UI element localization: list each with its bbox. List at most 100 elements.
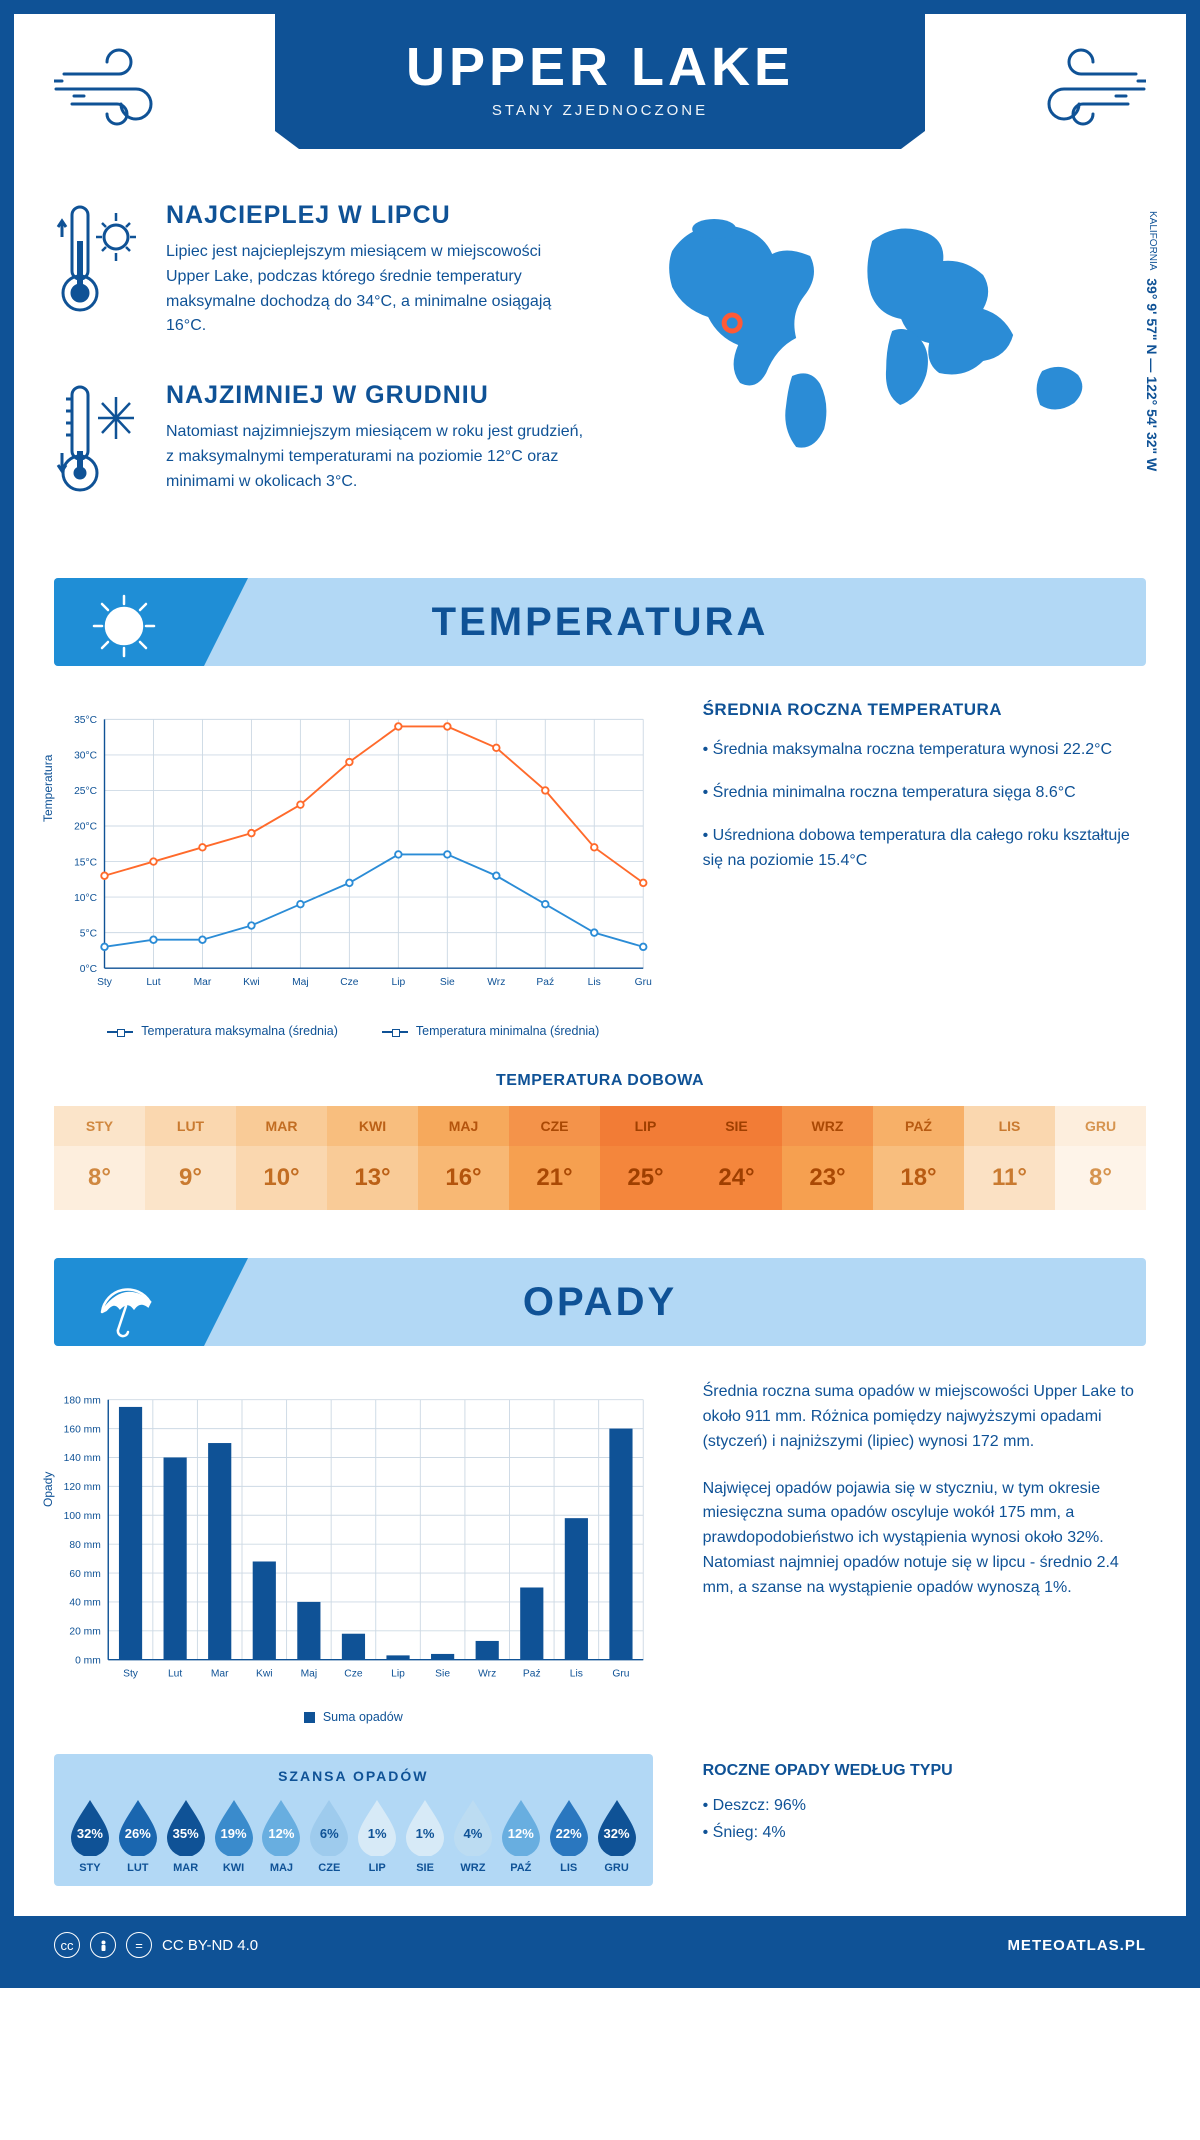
precip-by-type: ROCZNE OPADY WEDŁUG TYPU • Deszcz: 96% •… [703, 1724, 1146, 1886]
svg-text:Gru: Gru [635, 977, 652, 988]
svg-text:Lis: Lis [570, 1669, 583, 1680]
dobowa-title: TEMPERATURA DOBOWA [54, 1072, 1146, 1090]
svg-text:Lut: Lut [146, 977, 160, 988]
svg-text:120 mm: 120 mm [64, 1482, 101, 1493]
chance-drop: 32% GRU [593, 1798, 641, 1874]
precip-chance: SZANSA OPADÓW 32% STY 26% LUT 35% MAR [54, 1754, 653, 1886]
chance-drop: 1% LIP [353, 1798, 401, 1874]
footer: cc = CC BY-ND 4.0 METEOATLAS.PL [14, 1916, 1186, 1974]
svg-text:Mar: Mar [211, 1669, 229, 1680]
svg-text:Gru: Gru [612, 1669, 629, 1680]
daily-temp-cell: GRU 8° [1055, 1106, 1146, 1210]
section-header-precip: OPADY [54, 1258, 1146, 1346]
cc-icon: cc [54, 1932, 80, 1958]
daily-temp-cell: SIE 24° [691, 1106, 782, 1210]
thermometer-hot-icon [54, 201, 144, 339]
daily-temp-cell: MAR 10° [236, 1106, 327, 1210]
svg-text:Cze: Cze [344, 1669, 363, 1680]
daily-temp-cell: LUT 9° [145, 1106, 236, 1210]
svg-text:Cze: Cze [340, 977, 359, 988]
temp-legend: Temperatura maksymalna (średnia) Tempera… [54, 1024, 653, 1038]
svg-text:Lip: Lip [391, 1669, 405, 1680]
hot-text: Lipiec jest najcieplejszym miesiącem w m… [166, 240, 588, 339]
daily-temp-cell: CZE 21° [509, 1106, 600, 1210]
chance-drop: 6% CZE [305, 1798, 353, 1874]
svg-text:Sie: Sie [435, 1669, 450, 1680]
nd-icon: = [126, 1932, 152, 1958]
precip-chart: Opady 0 mm20 mm40 mm60 mm80 mm100 mm120 … [54, 1380, 653, 1724]
svg-text:Wrz: Wrz [478, 1669, 496, 1680]
page-frame: UPPER LAKE STANY ZJEDNOCZONE [0, 0, 1200, 1988]
daily-temp-cell: LIS 11° [964, 1106, 1055, 1210]
svg-text:80 mm: 80 mm [69, 1540, 100, 1551]
page-title: UPPER LAKE [275, 36, 925, 98]
svg-text:15°C: 15°C [74, 857, 98, 868]
brand: METEOATLAS.PL [1007, 1937, 1146, 1954]
chance-drop: 32% STY [66, 1798, 114, 1874]
svg-text:0 mm: 0 mm [75, 1656, 101, 1667]
chance-drop: 1% SIE [401, 1798, 449, 1874]
svg-text:Sty: Sty [123, 1669, 139, 1680]
svg-text:Mar: Mar [194, 977, 212, 988]
svg-text:0°C: 0°C [80, 964, 98, 975]
svg-text:180 mm: 180 mm [64, 1396, 101, 1407]
svg-text:160 mm: 160 mm [64, 1425, 101, 1436]
svg-text:20 mm: 20 mm [69, 1627, 100, 1638]
daily-temp-cell: STY 8° [54, 1106, 145, 1210]
daily-temp-cell: KWI 13° [327, 1106, 418, 1210]
svg-text:100 mm: 100 mm [64, 1511, 101, 1522]
svg-text:Paź: Paź [523, 1669, 541, 1680]
svg-text:Sie: Sie [440, 977, 455, 988]
bullet: • Średnia maksymalna roczna temperatura … [703, 738, 1146, 763]
cold-title: NAJZIMNIEJ W GRUDNIU [166, 381, 588, 410]
chance-drop: 19% KWI [210, 1798, 258, 1874]
svg-text:Paź: Paź [536, 977, 554, 988]
temp-side-text: ŚREDNIA ROCZNA TEMPERATURA • Średnia mak… [703, 700, 1146, 1038]
daily-temp-cell: WRZ 23° [782, 1106, 873, 1210]
precip-legend: Suma opadów [54, 1710, 653, 1724]
daily-temp-cell: LIP 25° [600, 1106, 691, 1210]
thermometer-cold-icon [54, 381, 144, 506]
section-title: TEMPERATURA [432, 600, 769, 645]
svg-text:Lis: Lis [588, 977, 601, 988]
cold-text: Natomiast najzimniejszym miesiącem w rok… [166, 420, 588, 494]
svg-text:Maj: Maj [301, 1669, 318, 1680]
svg-text:60 mm: 60 mm [69, 1569, 100, 1580]
chance-drop: 22% LIS [545, 1798, 593, 1874]
svg-text:10°C: 10°C [74, 893, 98, 904]
svg-text:35°C: 35°C [74, 715, 98, 726]
svg-text:20°C: 20°C [74, 822, 98, 833]
hot-block: NAJCIEPLEJ W LIPCU Lipiec jest najcieple… [54, 201, 588, 339]
temp-chart: Temperatura 0°C5°C10°C15°C20°C25°C30°C35… [54, 700, 653, 1038]
page-subtitle: STANY ZJEDNOCZONE [275, 102, 925, 119]
svg-text:Maj: Maj [292, 977, 309, 988]
coords-label: KALIFORNIA 39° 9' 57" N — 122° 54' 32" W [1144, 211, 1160, 471]
section-header-temp: TEMPERATURA [54, 578, 1146, 666]
license-block: cc = CC BY-ND 4.0 [54, 1932, 258, 1958]
map-block: KALIFORNIA 39° 9' 57" N — 122° 54' 32" W [638, 201, 1146, 548]
chance-drop: 12% PAŹ [497, 1798, 545, 1874]
bullet: • Średnia minimalna roczna temperatura s… [703, 781, 1146, 806]
umbrella-icon [54, 1258, 204, 1346]
bullet: • Uśredniona dobowa temperatura dla całe… [703, 824, 1146, 874]
precip-text: Średnia roczna suma opadów w miejscowośc… [703, 1380, 1146, 1724]
chance-drop: 26% LUT [114, 1798, 162, 1874]
svg-text:5°C: 5°C [80, 929, 98, 940]
wind-icon [1026, 44, 1146, 139]
svg-text:Wrz: Wrz [487, 977, 505, 988]
hot-title: NAJCIEPLEJ W LIPCU [166, 201, 588, 230]
title-banner: UPPER LAKE STANY ZJEDNOCZONE [275, 14, 925, 131]
svg-text:Kwi: Kwi [243, 977, 260, 988]
svg-text:Sty: Sty [97, 977, 113, 988]
svg-text:25°C: 25°C [74, 786, 98, 797]
svg-text:30°C: 30°C [74, 751, 98, 762]
intro-row: NAJCIEPLEJ W LIPCU Lipiec jest najcieple… [54, 201, 1146, 548]
svg-text:Lut: Lut [168, 1669, 182, 1680]
svg-text:40 mm: 40 mm [69, 1598, 100, 1609]
by-icon [90, 1932, 116, 1958]
daily-temp-table: STY 8° LUT 9° MAR 10° KWI 13° MAJ 16° CZ… [54, 1106, 1146, 1210]
daily-temp-cell: MAJ 16° [418, 1106, 509, 1210]
chance-drop: 12% MAJ [258, 1798, 306, 1874]
sun-icon [54, 578, 204, 666]
wind-icon [54, 44, 174, 139]
